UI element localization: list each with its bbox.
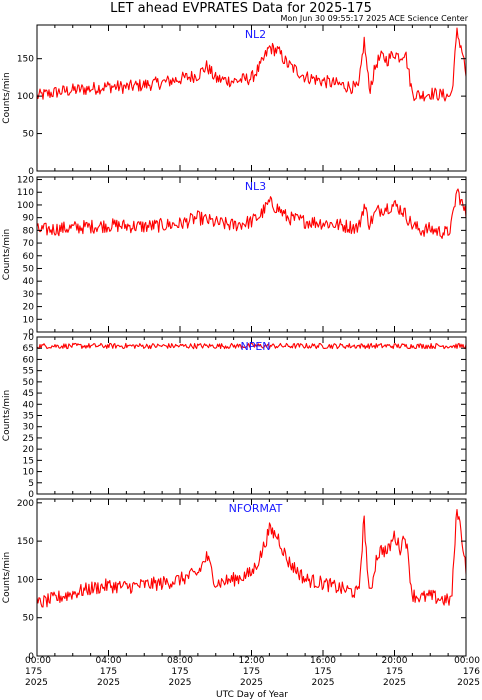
y-tick-label: 50 [23, 378, 35, 388]
y-axis-label: Counts/min [2, 552, 12, 603]
y-tick-label: 40 [23, 277, 35, 287]
panel-frame [36, 498, 467, 657]
x-tick-text: 2025 [312, 678, 335, 688]
panel-label: NPEN [240, 340, 270, 353]
x-tick-text: 175 [243, 667, 260, 677]
x-tick-text: 2025 [169, 678, 192, 688]
panel-nl2: 0 50 100 150 Counts/min NL2 [2, 24, 467, 177]
x-tick-text: 175 [100, 667, 117, 677]
y-tick-label: 150 [17, 55, 34, 65]
y-tick-label: 0 [28, 328, 34, 338]
y-tick-label: 55 [23, 367, 34, 377]
timestamp: Mon Jun 30 09:55:17 2025 ACE Science Cen… [280, 14, 468, 23]
y-axis-label: Counts/min [2, 390, 12, 441]
panel-frame [36, 336, 467, 495]
panels: 050100150Counts/minNL2010203040506070809… [2, 24, 467, 662]
panel-label: NL3 [245, 180, 266, 193]
y-tick-label: 0 [28, 167, 34, 177]
y-tick-label: 100 [17, 575, 34, 585]
y-tick-label: 15 [23, 456, 34, 466]
y-tick-label: 50 [23, 130, 35, 140]
y-tick-label: 5 [28, 479, 34, 489]
y-tick-label: 20 [23, 445, 35, 455]
x-tick-text: 08:00 [167, 656, 193, 666]
panel-label: NFORMAT [229, 502, 283, 515]
x-axis: 00:00175202504:00175202508:00175202512:0… [25, 656, 480, 688]
y-tick-label: 20 [23, 303, 35, 313]
trace-nl3 [36, 188, 467, 239]
x-tick-text: 04:00 [96, 656, 122, 666]
panel-frame [36, 24, 467, 172]
x-tick-text: 00:00 [25, 656, 51, 666]
y-tick-label: 100 [17, 201, 34, 211]
trace-nl2 [36, 27, 467, 102]
x-tick-text: 175 [25, 667, 42, 677]
y-tick-label: 100 [17, 92, 34, 102]
x-tick-text: 2025 [457, 678, 480, 688]
y-tick-label: 60 [23, 252, 35, 262]
panel-frame [36, 176, 467, 333]
y-tick-label: 30 [23, 423, 35, 433]
x-tick-text: 2025 [240, 678, 263, 688]
y-tick-label: 50 [23, 264, 35, 274]
y-tick-label: 70 [23, 239, 35, 249]
x-tick-text: 176 [463, 667, 480, 677]
y-tick-label: 10 [23, 315, 35, 325]
x-tick-text: 2025 [25, 678, 48, 688]
y-tick-label: 70 [23, 333, 35, 343]
x-tick-text: 175 [314, 667, 331, 677]
y-tick-label: 150 [17, 537, 34, 547]
x-tick-text: 175 [386, 667, 403, 677]
y-tick-label: 0 [28, 490, 34, 500]
y-tick-label: 110 [17, 188, 34, 198]
y-tick-label: 0 [28, 652, 34, 662]
y-tick-label: 120 [17, 176, 34, 186]
x-tick-text: 20:00 [382, 656, 408, 666]
y-tick-label: 45 [23, 389, 34, 399]
y-tick-label: 40 [23, 400, 35, 410]
panel-nl3: 0 10 20 30 40 50 60 70 80 90 100 110 120 Counts/min NL… [2, 176, 467, 338]
y-tick-label: 30 [23, 290, 35, 300]
y-tick-label: 90 [23, 214, 35, 224]
x-axis-label: UTC Day of Year [216, 690, 288, 700]
x-tick-text: 175 [171, 667, 188, 677]
panel-label: NL2 [245, 28, 266, 41]
y-tick-label: 200 [17, 499, 34, 509]
panel-nformat: 0 50 100 150 200 Counts/min NFORMAT [2, 498, 467, 662]
y-tick-label: 10 [23, 468, 35, 478]
y-tick-label: 80 [23, 226, 35, 236]
trace-npen [36, 342, 467, 350]
x-tick-text: 12:00 [239, 656, 265, 666]
y-tick-label: 35 [23, 412, 34, 422]
chart-title: LET ahead EVPRATES Data for 2025-175 [110, 1, 372, 16]
y-tick-label: 25 [23, 434, 34, 444]
y-axis-label: Counts/min [2, 72, 12, 123]
y-tick-label: 65 [23, 344, 34, 354]
trace-nformat [36, 508, 467, 608]
x-tick-text: 2025 [97, 678, 120, 688]
x-tick-text: 00:00 [454, 656, 480, 666]
y-tick-label: 60 [23, 355, 35, 365]
x-tick-text: 2025 [383, 678, 406, 688]
y-axis-label: Counts/min [2, 229, 12, 280]
x-tick-text: 16:00 [310, 656, 336, 666]
y-tick-label: 50 [23, 614, 35, 624]
